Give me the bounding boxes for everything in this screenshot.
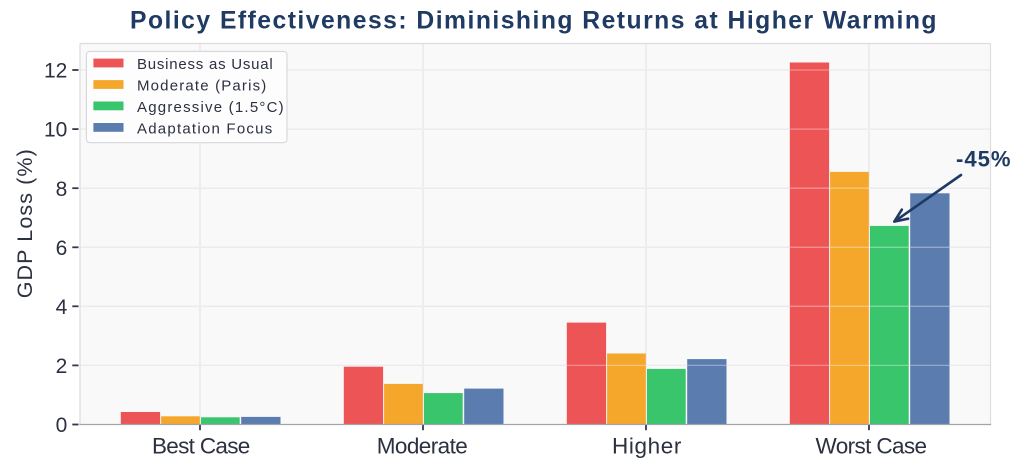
svg-text:12: 12 <box>44 60 67 83</box>
svg-text:GDP Loss (%): GDP Loss (%) <box>13 148 37 298</box>
svg-text:Worst Case: Worst Case <box>816 433 927 458</box>
svg-text:Aggressive (1.5°C): Aggressive (1.5°C) <box>137 99 285 116</box>
svg-text:4: 4 <box>56 296 68 319</box>
svg-text:Moderate (Paris): Moderate (Paris) <box>137 77 267 94</box>
svg-text:-45%: -45% <box>956 147 1012 172</box>
svg-text:Adaptation Focus: Adaptation Focus <box>137 120 273 137</box>
svg-text:8: 8 <box>56 178 68 201</box>
svg-text:2: 2 <box>56 355 68 378</box>
svg-text:10: 10 <box>44 119 67 142</box>
svg-text:0: 0 <box>56 414 68 437</box>
svg-text:Business as Usual: Business as Usual <box>137 56 273 73</box>
svg-text:Higher: Higher <box>612 433 682 458</box>
svg-text:Moderate: Moderate <box>377 433 468 458</box>
svg-text:6: 6 <box>56 237 68 260</box>
svg-text:Best Case: Best Case <box>152 433 250 458</box>
svg-text:Policy Effectiveness: Diminish: Policy Effectiveness: Diminishing Return… <box>130 7 938 34</box>
